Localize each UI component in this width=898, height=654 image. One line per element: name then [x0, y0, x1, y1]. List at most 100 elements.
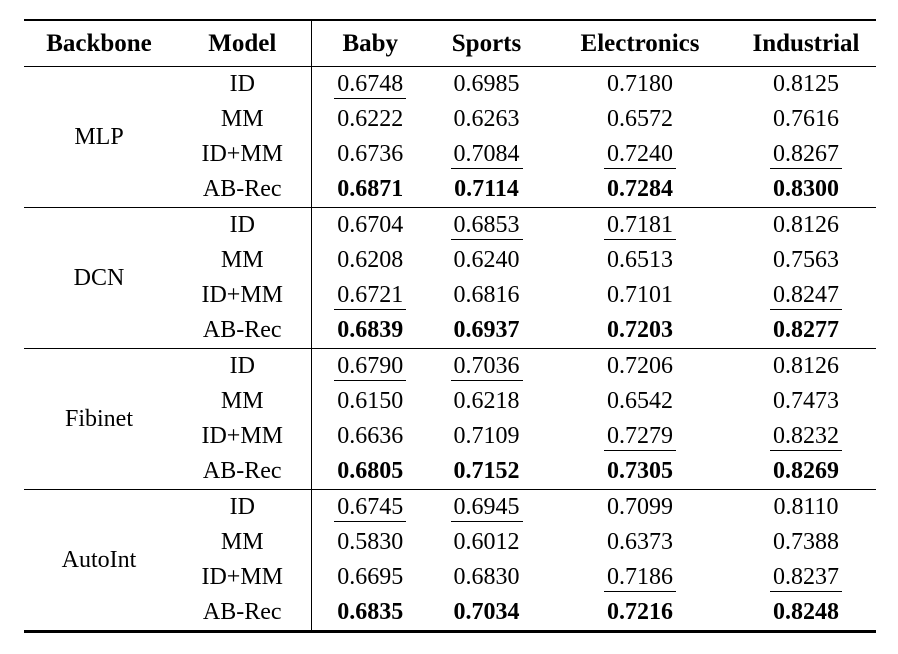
metric-cell: 0.7101 — [544, 278, 736, 313]
model-cell: ID+MM — [201, 282, 284, 308]
metric-cell: 0.6240 — [429, 243, 544, 278]
metric-cell: 0.7279 — [544, 419, 736, 454]
metric-value: 0.6150 — [337, 388, 404, 414]
metric-value: 0.7084 — [450, 142, 523, 169]
table-row: ID+MM 0.6721 0.6816 0.7101 0.8247 — [24, 278, 876, 313]
metric-value: 0.6736 — [337, 141, 404, 167]
table-row: AutoInt ID 0.6745 0.6945 0.7099 0.8110 — [24, 489, 876, 632]
metric-value: 0.8232 — [770, 424, 842, 451]
metric-value: 0.6636 — [337, 423, 404, 449]
metric-value: 0.7101 — [607, 282, 673, 308]
metric-value: 0.7473 — [773, 388, 839, 414]
metric-cell: 0.7388 — [736, 525, 876, 560]
metric-cell: 0.8269 — [736, 454, 876, 490]
metric-cell: 0.7206 — [544, 348, 736, 384]
metric-value: 0.7203 — [607, 317, 673, 343]
metric-value: 0.7180 — [607, 71, 673, 97]
metric-cell: 0.7034 — [429, 595, 544, 632]
model-cell: MM — [220, 247, 264, 273]
metric-cell: 0.6572 — [544, 102, 736, 137]
model-cell: AB-Rec — [202, 458, 282, 484]
results-table: Backbone Model Baby Sports Electronics I… — [24, 19, 876, 633]
table-header: Backbone Model Baby Sports Electronics I… — [24, 20, 876, 67]
table-row: AB-Rec 0.6871 0.7114 0.7284 0.8300 — [24, 172, 876, 208]
metric-cell: 0.8110 — [736, 489, 876, 525]
metric-value: 0.8237 — [770, 565, 842, 592]
metric-value: 0.8110 — [773, 494, 839, 520]
metric-cell: 0.6871 — [310, 172, 429, 208]
metric-value: 0.6263 — [453, 106, 520, 132]
model-cell: MM — [220, 529, 264, 555]
metric-value: 0.8300 — [773, 176, 839, 202]
table-body: MLP ID 0.6748 0.6985 0.7180 0.8125 MM 0.6222 0.6… — [24, 66, 876, 632]
metric-cell: 0.8237 — [736, 560, 876, 595]
table-row: MM 0.6150 0.6218 0.6542 0.7473 — [24, 384, 876, 419]
metric-cell: 0.7216 — [544, 595, 736, 632]
metric-cell: 0.6937 — [429, 313, 544, 349]
metric-cell: 0.8277 — [736, 313, 876, 349]
backbone-cell: AutoInt — [24, 489, 174, 632]
metric-cell: 0.6218 — [429, 384, 544, 419]
metric-value: 0.6790 — [334, 354, 407, 381]
column-header-electronics: Electronics — [544, 20, 736, 67]
metric-cell: 0.6721 — [310, 278, 429, 313]
backbone-cell: Fibinet — [24, 348, 174, 490]
metric-value: 0.6222 — [337, 106, 404, 132]
metric-value: 0.6513 — [607, 247, 673, 273]
metric-value: 0.7206 — [607, 353, 673, 379]
metric-cell: 0.6835 — [310, 595, 429, 632]
metric-cell: 0.6636 — [310, 419, 429, 454]
metric-cell: 0.8125 — [736, 67, 876, 103]
metric-value: 0.6704 — [337, 212, 404, 238]
table-row: ID+MM 0.6736 0.7084 0.7240 0.8267 — [24, 137, 876, 172]
column-header-baby: Baby — [310, 20, 429, 67]
model-cell: ID — [229, 71, 255, 97]
column-header-industrial: Industrial — [736, 20, 876, 67]
metric-value: 0.7036 — [450, 354, 523, 381]
table-row: AB-Rec 0.6839 0.6937 0.7203 0.8277 — [24, 313, 876, 349]
metric-cell: 0.6830 — [429, 560, 544, 595]
metric-cell: 0.6816 — [429, 278, 544, 313]
metric-value: 0.6721 — [334, 283, 407, 310]
metric-value: 0.7099 — [607, 494, 673, 520]
column-header-model: Model — [174, 20, 311, 67]
metric-value: 0.7388 — [773, 529, 839, 555]
metric-cell: 0.8267 — [736, 137, 876, 172]
model-cell: ID+MM — [201, 141, 284, 167]
paper-table-page: Backbone Model Baby Sports Electronics I… — [0, 19, 898, 654]
metric-cell: 0.7616 — [736, 102, 876, 137]
metric-value: 0.6745 — [334, 495, 407, 522]
metric-value: 0.8277 — [773, 317, 839, 343]
backbone-cell: MLP — [74, 123, 124, 150]
table-row: DCN ID 0.6704 0.6853 0.7181 0.8126 — [24, 207, 876, 349]
metric-value: 0.6853 — [450, 213, 523, 240]
column-header-sports: Sports — [429, 20, 544, 67]
table-row: ID+MM 0.6636 0.7109 0.7279 0.8232 — [24, 419, 876, 454]
metric-value: 0.7240 — [604, 142, 676, 169]
model-cell: MM — [220, 388, 264, 414]
metric-value: 0.6695 — [337, 564, 404, 590]
table-row: Fibinet ID 0.6790 0.7036 0.7206 0.8126 — [24, 348, 876, 490]
metric-cell: 0.7203 — [544, 313, 736, 349]
model-cell: ID — [174, 207, 311, 243]
metric-value: 0.8269 — [773, 458, 839, 484]
metric-cell: 0.7099 — [544, 489, 736, 525]
metric-value: 0.6012 — [453, 529, 520, 555]
table-row: MM 0.6208 0.6240 0.6513 0.7563 — [24, 243, 876, 278]
metric-value: 0.8267 — [770, 142, 842, 169]
metric-value: 0.7305 — [607, 458, 673, 484]
metric-cell: 0.5830 — [310, 525, 429, 560]
metric-cell: 0.7473 — [736, 384, 876, 419]
metric-cell: 0.6373 — [544, 525, 736, 560]
metric-value: 0.6830 — [453, 564, 520, 590]
metric-value: 0.7109 — [453, 423, 520, 449]
metric-cell: 0.6748 — [310, 66, 429, 102]
backbone-cell: DCN — [24, 207, 174, 349]
table-row: AB-Rec 0.6835 0.7034 0.7216 0.8248 — [24, 595, 876, 632]
table-row: MM 0.6222 0.6263 0.6572 0.7616 — [24, 102, 876, 137]
metric-cell: 0.8232 — [736, 419, 876, 454]
metric-cell: 0.7152 — [429, 454, 544, 490]
metric-value: 0.6816 — [453, 282, 520, 308]
metric-cell: 0.7284 — [544, 172, 736, 208]
metric-value: 0.6835 — [337, 599, 404, 625]
